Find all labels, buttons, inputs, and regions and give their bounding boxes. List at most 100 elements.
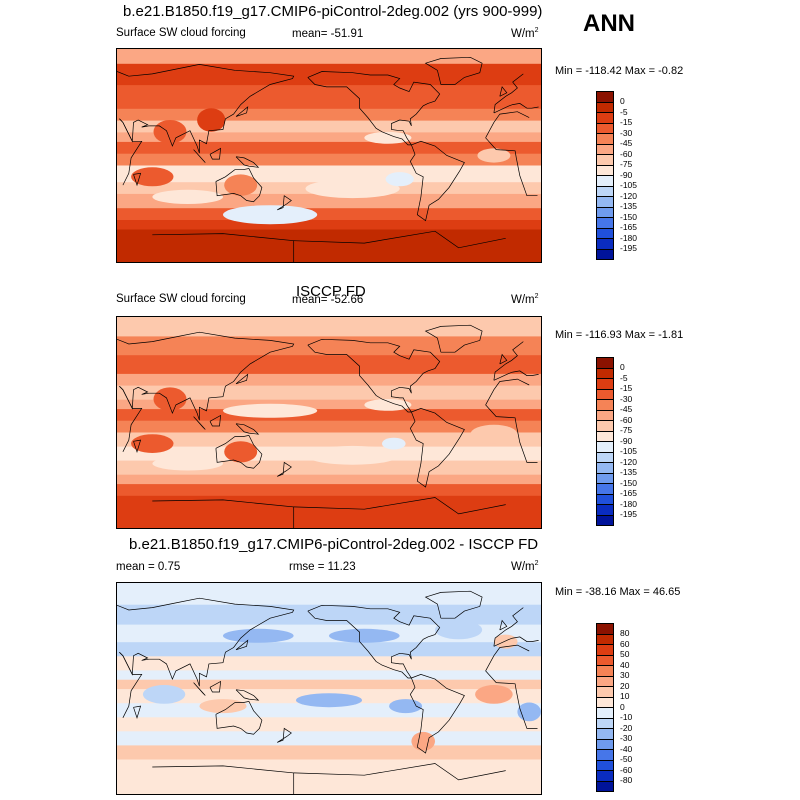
coastline: [209, 680, 222, 693]
coastline: [493, 636, 539, 647]
colorbar-tick-label: -90: [620, 169, 633, 180]
panel-2-units: W/m2: [511, 293, 539, 306]
coastline: [215, 435, 263, 469]
field-band: [117, 153, 541, 166]
colorbar-swatch: [596, 248, 614, 260]
field-feature: [152, 189, 223, 204]
coastline: [424, 324, 483, 353]
field-band: [117, 420, 541, 433]
colorbar-tick-label: 60: [620, 638, 630, 649]
field-feature: [364, 131, 412, 144]
coastline: [293, 497, 506, 515]
coastline: [152, 499, 295, 528]
colorbar-tick-label: -10: [620, 712, 633, 722]
colorbar-tick-label: -90: [620, 435, 633, 446]
colorbar-tick-label: -30: [620, 127, 633, 138]
field-feature: [131, 167, 174, 187]
coastline: [409, 140, 465, 222]
panel-3-units: W/m2: [511, 560, 539, 573]
coastline: [424, 590, 483, 619]
coastline: [117, 597, 295, 687]
colorbar-tick-label: -45: [620, 404, 633, 414]
field-feature: [477, 148, 511, 163]
field-band: [117, 758, 541, 794]
coastline: [293, 763, 506, 781]
field-feature: [475, 685, 513, 704]
colorbar-tick-label: -80: [620, 775, 633, 785]
colorbar-tick-label: -165: [620, 488, 638, 498]
panel-2-minmax: Min = -116.93 Max = -1.81: [555, 329, 684, 341]
field-band: [117, 219, 541, 230]
colorbar-tick-label: -150: [620, 477, 638, 488]
field-band: [117, 474, 541, 485]
colorbar-tick-label: -20: [620, 722, 633, 733]
coastline: [485, 137, 538, 197]
coastline: [493, 607, 524, 647]
coastline: [485, 404, 538, 463]
coastline: [499, 619, 508, 631]
coastline: [307, 604, 441, 679]
field-band: [117, 483, 541, 496]
coastline: [293, 230, 506, 249]
coastline: [277, 727, 292, 743]
coastline: [485, 644, 530, 672]
field-band: [117, 49, 541, 64]
panel-1-variable-label: Surface SW cloud forcing: [116, 27, 246, 39]
panel-1-units: W/m2: [511, 27, 539, 40]
colorbar-tick-label: -135: [620, 467, 638, 477]
coastline: [193, 682, 206, 696]
field-band: [117, 193, 541, 209]
coastline: [409, 674, 465, 754]
colorbar-tick-label: -45: [620, 138, 633, 148]
coastline: [235, 106, 249, 117]
coastline: [424, 56, 483, 85]
coastline: [493, 103, 539, 114]
colorbar-tick-label: -15: [620, 383, 633, 393]
field-feature: [389, 699, 423, 714]
colorbar-tick-label: -60: [620, 148, 633, 159]
colorbar-tick-label: -30: [620, 393, 633, 404]
panel-1-title: b.e21.B1850.f19_g17.CMIP6-piControl-2deg…: [123, 3, 543, 20]
coastline: [235, 156, 260, 168]
coastline: [193, 416, 206, 430]
colorbar-tick-label: 80: [620, 628, 630, 638]
colorbar-tick-label: -105: [620, 446, 638, 456]
coastline: [133, 705, 142, 719]
coastline: [409, 408, 465, 488]
field-band: [117, 335, 541, 356]
panel-3-minmax: Min = -38.16 Max = 46.65: [555, 586, 681, 598]
coastline: [133, 172, 142, 187]
field-band: [117, 431, 541, 447]
colorbar-tick-label: 10: [620, 691, 630, 701]
field-feature: [153, 387, 187, 411]
colorbar-tick-label: -75: [620, 159, 633, 169]
panel-3-title: b.e21.B1850.f19_g17.CMIP6-piControl-2deg…: [129, 536, 539, 553]
coastline: [493, 73, 524, 113]
coastline: [117, 331, 295, 421]
coastline: [485, 378, 530, 406]
field-feature: [153, 120, 187, 144]
field-band: [117, 165, 541, 183]
colorbar-tick-label: -180: [620, 232, 638, 243]
colorbar-tick-label: -120: [620, 456, 638, 467]
field-feature: [382, 437, 406, 450]
field-band: [117, 679, 541, 690]
coastline: [193, 149, 206, 163]
colorbar-tick-label: -195: [620, 243, 638, 253]
colorbar-tick-label: 40: [620, 659, 630, 670]
field-feature: [305, 445, 400, 465]
field-feature: [517, 702, 541, 722]
coastline: [152, 233, 295, 262]
coastline: [499, 86, 508, 97]
colorbar-tick-label: -135: [620, 201, 638, 211]
field-feature: [296, 693, 362, 708]
panel-1-map: [116, 48, 542, 263]
coastline: [117, 64, 295, 154]
field-feature: [470, 424, 518, 444]
panel-3-map: [116, 582, 542, 795]
field-band: [117, 730, 541, 746]
field-feature: [224, 174, 258, 196]
colorbar-tick-label: -5: [620, 106, 628, 117]
field-band: [117, 716, 541, 732]
field-feature: [305, 179, 400, 199]
